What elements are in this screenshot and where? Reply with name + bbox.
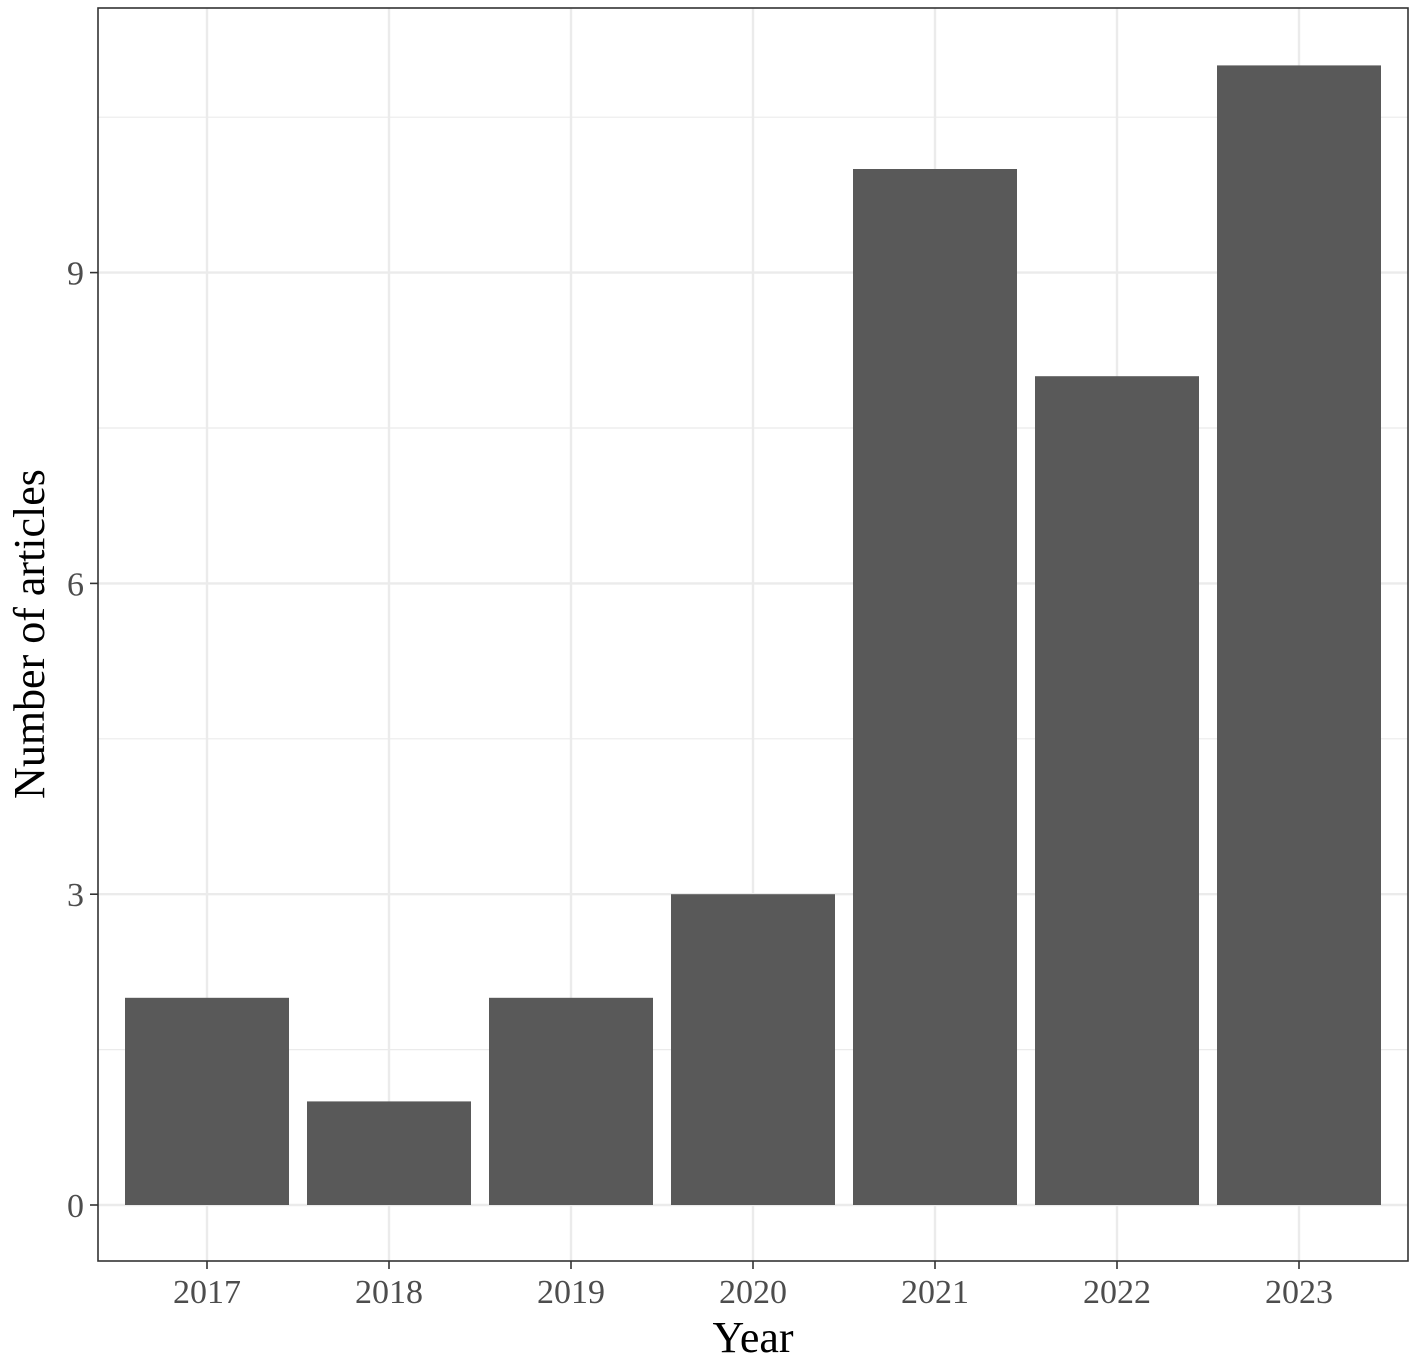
y-axis: 0 3 6 9 xyxy=(67,256,98,1225)
bars xyxy=(125,65,1381,1205)
x-tick-label: 2021 xyxy=(901,1274,969,1311)
y-axis-title: Number of articles xyxy=(5,469,54,799)
x-tick-label: 2023 xyxy=(1265,1274,1333,1311)
bar-2019 xyxy=(489,997,653,1205)
y-tick-label: 0 xyxy=(67,1188,84,1225)
x-tick-label: 2018 xyxy=(355,1274,423,1311)
y-tick-label: 3 xyxy=(67,877,84,914)
bar-2023 xyxy=(1217,65,1381,1205)
x-tick-label: 2019 xyxy=(537,1274,605,1311)
bar-2020 xyxy=(671,894,835,1205)
bar-2017 xyxy=(125,997,289,1205)
bar-2022 xyxy=(1035,376,1199,1205)
x-axis: 2017 2018 2019 2020 2021 2022 2023 xyxy=(173,1261,1333,1311)
bar-2018 xyxy=(307,1101,471,1205)
x-tick-label: 2022 xyxy=(1083,1274,1151,1311)
x-tick-label: 2017 xyxy=(173,1274,241,1311)
bar-2021 xyxy=(853,169,1017,1205)
x-axis-title: Year xyxy=(712,1313,793,1361)
x-tick-label: 2020 xyxy=(719,1274,787,1311)
y-tick-label: 6 xyxy=(67,566,84,603)
y-tick-label: 9 xyxy=(67,256,84,293)
